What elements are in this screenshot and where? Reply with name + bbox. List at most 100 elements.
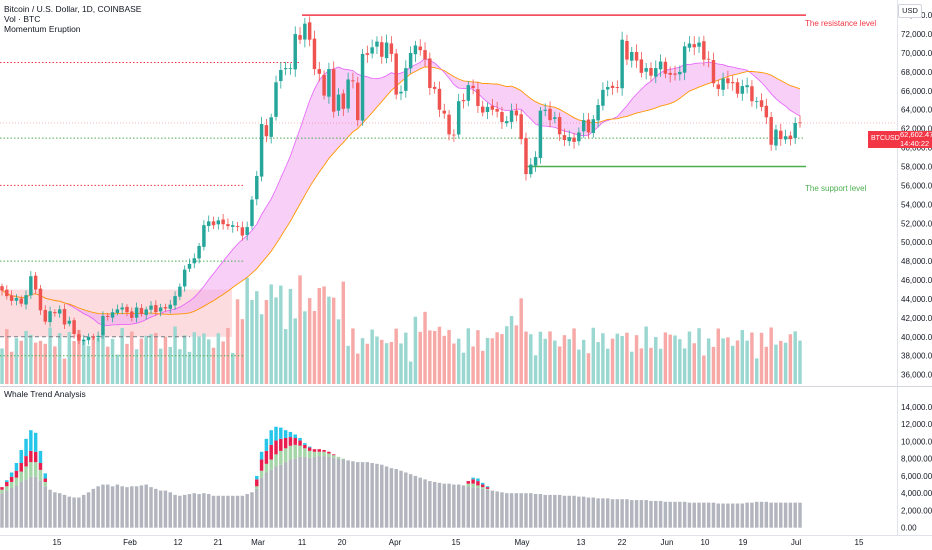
whale-segment-green (29, 462, 33, 477)
time-axis-tick: 20 (338, 538, 347, 547)
whale-segment-base (639, 500, 644, 528)
whale-axis-tick: 12,000.00 (901, 420, 932, 429)
candle (380, 36, 384, 64)
candle-body (81, 339, 86, 342)
volume-bar (298, 275, 302, 384)
whale-segment-cyan (29, 430, 33, 451)
whale-segment-green (274, 454, 278, 467)
volume-bar (9, 351, 14, 384)
candle (759, 93, 764, 112)
whale-bar (548, 494, 552, 528)
whale-segment-base (19, 481, 23, 528)
candle (303, 17, 307, 48)
candle-body (235, 226, 240, 228)
volume-bar (154, 332, 158, 384)
candle-body (418, 46, 422, 51)
whale-bar (101, 484, 105, 528)
whale-segment-red (29, 450, 33, 463)
volume-bar (351, 328, 355, 384)
candle (394, 49, 398, 100)
candle (702, 35, 706, 66)
candle (293, 26, 297, 77)
candle-body (307, 22, 312, 40)
whale-segment-red (317, 449, 322, 452)
whale-bar (519, 493, 523, 528)
candle (250, 195, 254, 230)
whale-segment-base (798, 502, 802, 528)
whale-bar (283, 430, 288, 528)
whale-bar (495, 491, 499, 528)
whale-segment-base (591, 497, 596, 528)
whale-segment-base (115, 484, 120, 528)
volume-bar (529, 334, 533, 384)
whale-segment-green (288, 445, 293, 460)
volume-bar (370, 329, 374, 384)
volume-bar (514, 325, 519, 384)
time-axis-tick: 13 (577, 538, 586, 547)
candle (154, 300, 158, 316)
whale-segment-base (231, 495, 235, 528)
candle-body (389, 43, 394, 54)
whale-bar (605, 498, 610, 528)
candle (437, 81, 442, 117)
whale-segment-base (740, 503, 745, 528)
candle-body (500, 112, 504, 123)
whale-segment-green (43, 481, 47, 487)
volume-bar (726, 337, 730, 384)
candle-body (197, 245, 201, 259)
whale-segment-red (322, 450, 326, 452)
candle-body (336, 94, 341, 111)
whale-segment-base (634, 500, 639, 528)
candle (610, 81, 615, 95)
candle (115, 304, 120, 316)
whale-segment-base (764, 501, 769, 528)
whale-segment-base (62, 494, 67, 528)
whale-segment-base (360, 462, 365, 528)
whale-segment-base (53, 492, 57, 528)
whale-segment-green (279, 450, 283, 465)
whale-segment-green (5, 486, 9, 491)
candle (721, 72, 725, 96)
volume-bar (601, 333, 605, 384)
candle (77, 330, 81, 345)
candle (687, 36, 692, 52)
whale-segment-red (485, 487, 490, 489)
candle-body (211, 221, 216, 226)
whale-segment-base (538, 494, 543, 528)
whale-segment-base (649, 500, 653, 528)
whale-segment-base (120, 486, 124, 528)
whale-bar (687, 502, 692, 528)
volume-bar (524, 331, 528, 384)
volume-bar (110, 338, 115, 384)
whale-bar (788, 502, 793, 528)
volume-bar (764, 346, 769, 384)
whale-segment-base (505, 493, 509, 528)
volume-bar (134, 349, 139, 384)
whale-segment-base (759, 501, 764, 528)
last-price-tag: BTCUSD 62,602.47 14:40:22 (868, 130, 932, 148)
whale-segment-base (774, 502, 778, 528)
candle (524, 132, 528, 181)
whale-bar (231, 495, 235, 528)
whale-bar (456, 484, 461, 528)
candle-body (341, 93, 346, 109)
price-axis-tick: 36,000.00 (901, 371, 932, 380)
volume-bar (178, 349, 182, 384)
volume-bar (687, 331, 692, 384)
currency-badge[interactable]: USD (898, 4, 922, 18)
candle-body (226, 224, 230, 227)
price-axis-tick: 38,000.00 (901, 352, 932, 361)
whale-bar (77, 497, 81, 528)
volume-bar (711, 346, 716, 384)
whale-bar (654, 500, 658, 528)
candle-body (591, 119, 596, 133)
whale-segment-green (255, 486, 259, 489)
whale-segment-green (336, 456, 341, 459)
candle (706, 51, 711, 68)
volume-bar (240, 319, 245, 384)
whale-bar (524, 493, 528, 528)
whale-segment-base (216, 495, 221, 528)
volume-bar (57, 333, 62, 384)
candle-body (322, 74, 326, 96)
